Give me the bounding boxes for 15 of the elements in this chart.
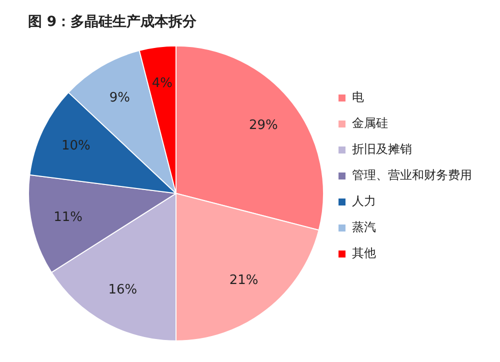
- data-label: 4%: [152, 76, 172, 92]
- legend-label: 管理、营业和财务费用: [352, 168, 472, 182]
- legend-label: 电: [352, 90, 364, 104]
- chart-title: 图 9：多晶硅生产成本拆分: [28, 13, 198, 30]
- legend-label: 其他: [352, 246, 376, 260]
- legend-label: 金属硅: [352, 116, 388, 130]
- legend-label: 人力: [352, 194, 376, 208]
- data-label: 11%: [54, 210, 82, 225]
- legend-label: 蒸汽: [352, 220, 376, 234]
- data-label: 10%: [61, 138, 90, 154]
- data-label: 16%: [108, 282, 138, 298]
- legend-label: 折旧及摊销: [352, 142, 412, 156]
- data-label: 21%: [229, 273, 258, 288]
- data-label: 9%: [109, 90, 130, 106]
- data-label: 29%: [248, 118, 278, 133]
